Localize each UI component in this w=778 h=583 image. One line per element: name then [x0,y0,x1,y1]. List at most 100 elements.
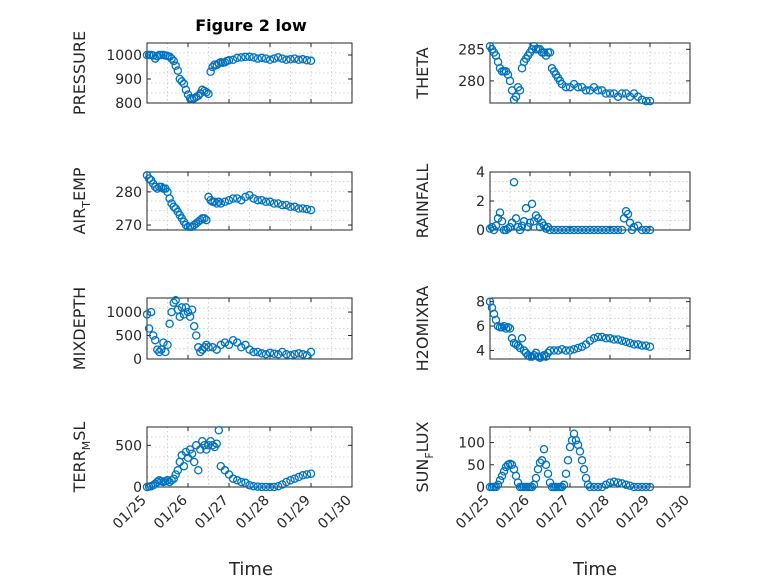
data-point [306,469,316,478]
data-point [597,225,607,235]
data-point [228,55,238,65]
data-point [269,349,279,359]
data-point [202,445,211,454]
data-point [286,476,295,485]
data-point [189,457,199,467]
data-point [605,89,615,98]
data-point [525,218,535,228]
data-point [557,225,567,235]
data-point [577,225,587,235]
data-point [200,343,209,352]
y-axis-label-air_temp: AIRTEMP [70,167,93,234]
data-point [265,482,275,492]
y-axis-label-text: SUN [413,459,432,493]
data-point [637,482,647,492]
data-point [549,346,559,355]
data-point [212,199,221,208]
data-point [491,482,501,492]
data-point [148,331,158,340]
data-point [187,305,197,314]
axes-frame-mixdepth [146,297,353,360]
data-point [505,76,515,86]
data-point [545,346,555,355]
data-point [261,482,271,492]
x-axis-label-right: Time [572,559,617,580]
y-axis-label-rainfall: RAINFALL [413,164,432,239]
data-point [519,217,529,226]
axes-frame-air_temp [146,171,353,231]
data-point [557,344,567,354]
data-point [617,89,627,98]
data-point [194,466,203,475]
data-point [298,350,308,359]
data-point [232,194,242,203]
data-point [641,341,651,350]
y-axis-label-subscript: T [80,201,93,209]
data-point [523,222,533,232]
data-point [142,310,152,319]
data-point [623,209,633,219]
data-point [553,346,563,355]
data-point [278,54,287,63]
data-point [206,67,215,77]
data-point [306,56,316,66]
data-point [645,225,655,235]
data-point [177,77,187,86]
data-point [169,298,178,307]
data-point [202,215,211,225]
data-point [249,194,258,203]
data-point [561,82,571,92]
data-point [273,199,283,208]
data-point [302,204,312,214]
data-point [153,345,162,354]
data-point [545,48,555,57]
y-axis-label-pressure: PRESSURE [70,31,89,115]
data-point [302,56,312,65]
series-pressure [142,50,316,103]
figure-title: Figure 2 low [195,16,307,35]
data-point [191,331,201,340]
data-point [302,470,312,479]
data-point [194,91,203,101]
data-point [561,225,571,235]
data-point [290,474,299,483]
y-axis-label-subscript: F [423,452,436,458]
data-point [563,456,573,465]
data-point [169,474,178,483]
data-point [273,53,283,62]
y-axis-label-subscript: M [80,441,93,451]
data-point [183,307,193,317]
data-point [224,195,234,205]
data-point [286,202,295,212]
y-tick-label: 100 [458,436,485,452]
data-point [153,184,162,193]
data-point [517,221,527,230]
data-point [245,481,254,490]
data-point [261,54,271,63]
data-point [306,347,316,357]
subplot-air_temp: 270 280 AIRTEMP [70,167,353,235]
y-axis-label-suffix: SL [70,422,89,441]
data-point [175,312,185,322]
data-point [165,319,174,329]
data-point [241,52,250,62]
data-point [495,208,505,217]
data-point [593,332,603,342]
axes-frame-theta [489,42,691,104]
data-point [523,351,533,360]
subplot-theta: 280 285 THETA [413,41,691,106]
data-point [228,194,238,203]
data-point [641,225,651,235]
data-point [577,456,587,465]
data-point [208,62,217,72]
data-point [245,345,254,354]
data-point [169,56,178,66]
data-point [585,482,595,492]
data-point [214,197,224,207]
data-point [557,482,567,492]
data-point [253,195,262,205]
data-point [613,335,623,344]
data-point [298,55,308,64]
